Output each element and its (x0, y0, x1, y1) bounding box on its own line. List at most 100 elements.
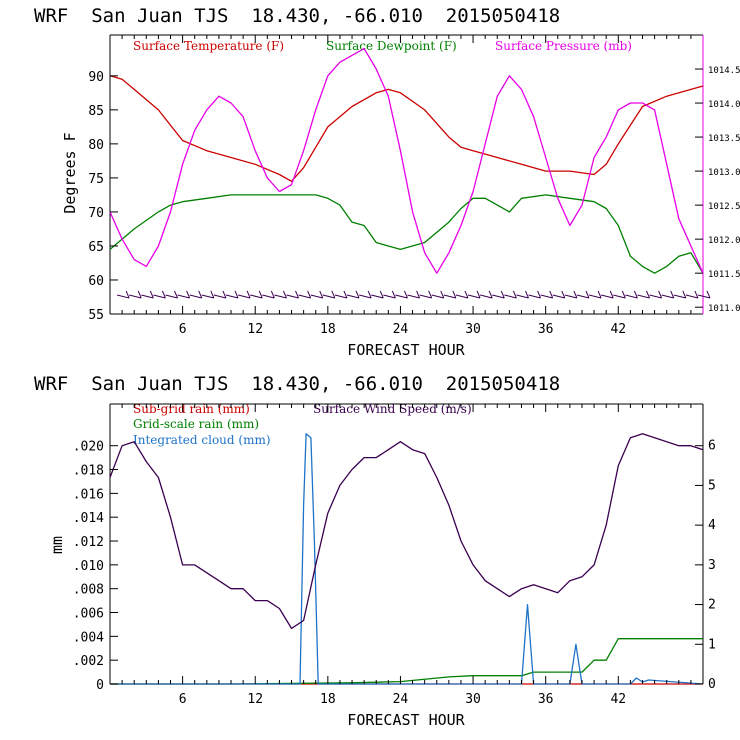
wind-barb-flag (234, 290, 239, 299)
y2-tick-label: 1 (708, 637, 716, 652)
wind-barb-flag (246, 290, 251, 299)
y-tick-label: 0 (96, 678, 104, 693)
y2-tick-label: 6 (708, 439, 716, 454)
wind-barb-shaft (625, 294, 638, 299)
wind-barb-shaft (685, 294, 699, 299)
chart1-legend: Surface Temperature (F) Surface Dewpoint … (133, 39, 632, 53)
wind-barb-shaft (516, 294, 529, 299)
x-tick-label: 36 (538, 322, 554, 337)
series-line-1 (110, 638, 703, 685)
wind-barb-shaft (407, 294, 420, 299)
chart1-x-axis-label: FORECAST HOUR (347, 341, 465, 359)
wind-barb-shaft (395, 294, 408, 299)
chart1-plot-frame (109, 34, 704, 315)
wind-barb-flag (464, 290, 469, 299)
wind-barb-flag (512, 290, 517, 299)
wind-barb-flag (403, 290, 408, 299)
y2-tick-label: 4 (708, 518, 716, 533)
chart1-title: WRF San Juan TJS 18.430, -66.010 2015050… (34, 5, 560, 27)
x-tick-label: 6 (179, 322, 187, 337)
y2-tick-label: 1012.0 (708, 236, 740, 246)
chart2-title: WRF San Juan TJS 18.430, -66.010 2015050… (34, 373, 560, 395)
wind-barb-flag (270, 290, 275, 299)
y-tick-label: .006 (73, 607, 104, 622)
wind-barb-flag (609, 290, 614, 299)
wind-barb-shaft (189, 294, 202, 299)
wind-barb-shaft (238, 294, 251, 299)
wind-barb-shaft (540, 294, 553, 299)
wind-barb-flag (198, 290, 203, 299)
x-tick-label: 42 (610, 322, 626, 337)
wind-barb-shaft (286, 294, 299, 299)
wind-barb-shaft (334, 294, 348, 299)
chart2-series (109, 433, 704, 685)
wind-barb-shaft (649, 294, 662, 299)
y2-tick-label: 5 (708, 478, 716, 493)
wind-barb-flag (585, 290, 590, 299)
wind-barb-shaft (322, 294, 335, 299)
y-tick-label: 55 (88, 308, 104, 323)
x-tick-label: 12 (247, 692, 263, 707)
series-line-2 (110, 433, 704, 685)
wind-barb-flag (210, 290, 215, 299)
chart1-series (109, 47, 704, 274)
wind-barb-shaft (274, 294, 287, 299)
y-tick-label: .016 (73, 487, 104, 502)
y-tick-label: 75 (88, 172, 104, 187)
y-tick-label: 80 (88, 138, 104, 153)
wind-barb-flag (295, 290, 299, 299)
wind-barb-flag (331, 290, 336, 299)
chart2-y-axis-label: mm (48, 536, 66, 554)
wind-barb-flag (621, 290, 626, 299)
wind-barb-shaft (153, 294, 166, 299)
chart2-x-axis-label: FORECAST HOUR (347, 711, 465, 729)
wind-barb-shaft (637, 294, 650, 299)
wind-barb-flag (343, 290, 348, 299)
wind-barb-shaft (443, 294, 456, 299)
wind-barb-shaft (455, 294, 469, 299)
wind-barb-shaft (661, 294, 674, 299)
y-tick-label: 85 (88, 104, 104, 119)
chart2-ticks: 6 12 18 24 30 36 42.020.018.016.014.012.010.00… (73, 404, 716, 707)
wind-barb-flag (646, 290, 650, 299)
y2-tick-label: 2 (708, 598, 716, 613)
wind-barb-shaft (310, 294, 323, 299)
wind-barb-flag (633, 290, 638, 299)
wind-barb-flag (706, 290, 711, 299)
wind-barb-shaft (504, 294, 517, 299)
x-tick-label: 12 (247, 322, 263, 337)
y2-tick-label: 3 (708, 558, 716, 573)
wind-barb-flag (161, 290, 166, 299)
legend-item-0: Sub-grid rain (mm) (133, 402, 250, 416)
wind-barb-shaft (298, 294, 311, 299)
wind-barb-shaft (480, 294, 493, 299)
series-line-0 (109, 75, 704, 182)
y-tick-label: .004 (73, 630, 104, 645)
wind-barb-shaft (467, 294, 481, 299)
x-tick-label: 36 (538, 692, 554, 707)
wind-barb-shaft (576, 294, 590, 299)
wind-barb-flag (319, 290, 324, 299)
wind-barb-flag (367, 290, 372, 299)
y-tick-label: .020 (73, 440, 104, 455)
wind-barb-flag (440, 290, 445, 299)
chart1-y-axis-label: Degrees F (61, 132, 79, 213)
wind-barb-shaft (371, 294, 384, 299)
y-tick-label: .008 (73, 583, 104, 598)
x-tick-label: 24 (393, 692, 409, 707)
wind-barb-shaft (346, 294, 360, 299)
wind-barb-shaft (225, 294, 239, 299)
chart1-ticks: 6 12 18 24 30 36 42 55 60 65 70 75 80 85 90 1011.0 1011.… (88, 35, 740, 337)
wind-barb-flag (694, 290, 699, 299)
wind-barb-flag (416, 290, 421, 299)
y2-tick-label: 1013.5 (708, 134, 740, 144)
wind-barb-flag (379, 290, 384, 299)
wind-barb-shaft (419, 294, 432, 299)
wind-barb-flag (658, 290, 663, 299)
y2-tick-label: 1014.0 (708, 100, 740, 110)
legend-item-2: Surface Pressure (mb) (495, 39, 632, 53)
y2-tick-label: 1013.0 (708, 168, 740, 178)
wind-barb-flag (452, 290, 457, 299)
wind-barb-flag (549, 290, 554, 299)
wind-barb-flag (597, 290, 602, 299)
